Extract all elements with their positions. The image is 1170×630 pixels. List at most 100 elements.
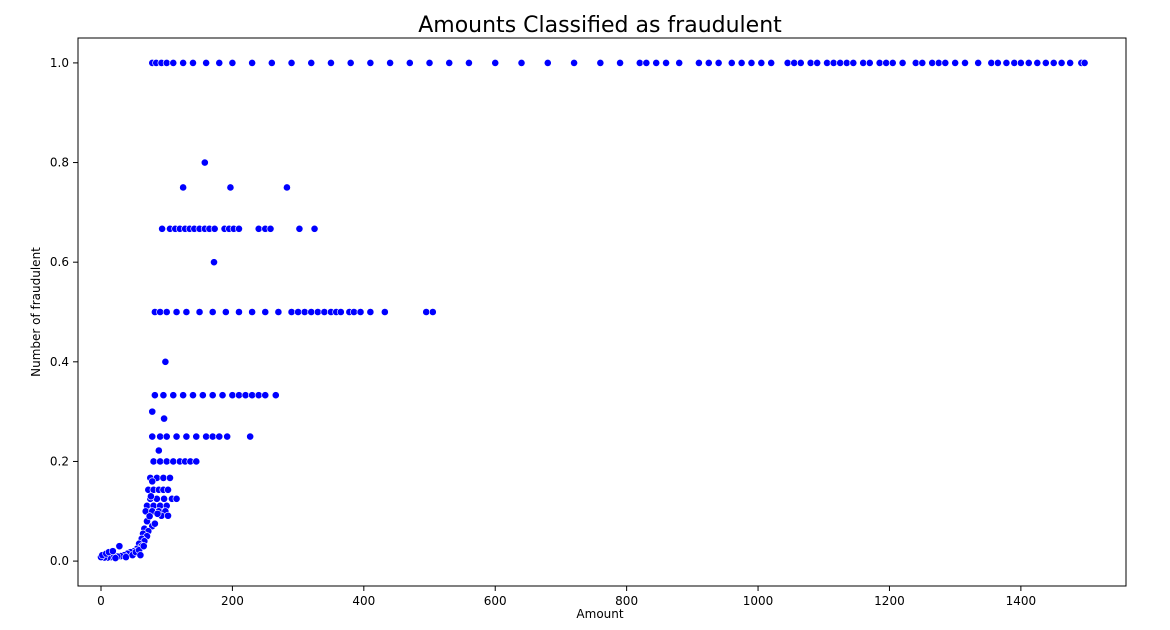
data-point: [310, 224, 319, 233]
data-point: [198, 391, 207, 400]
data-point: [248, 308, 257, 316]
data-point: [1033, 59, 1042, 67]
data-point: [172, 494, 181, 503]
data-point: [164, 511, 172, 520]
data-point: [366, 308, 375, 316]
data-point: [836, 59, 845, 67]
data-point: [695, 59, 703, 67]
data-point: [491, 59, 500, 67]
data-point: [336, 308, 345, 316]
data-point: [246, 432, 255, 441]
data-point: [445, 59, 454, 67]
data-point: [517, 59, 526, 67]
data-point: [652, 59, 661, 67]
data-point: [147, 492, 155, 501]
data-point: [267, 59, 276, 67]
data-point: [208, 308, 217, 316]
data-point: [295, 224, 304, 233]
data-point: [428, 308, 437, 316]
data-point: [635, 59, 644, 67]
data-point: [642, 59, 651, 67]
data-point: [248, 391, 257, 400]
data-point: [1041, 59, 1050, 67]
data-point: [192, 432, 201, 441]
y-tick-label: 1.0: [50, 56, 69, 70]
data-point: [813, 59, 822, 67]
data-point: [727, 59, 736, 67]
data-point: [616, 59, 624, 67]
x-tick-label: 400: [352, 594, 375, 608]
data-point: [875, 59, 884, 67]
data-point: [823, 59, 831, 67]
data-point: [150, 519, 159, 528]
data-point: [223, 432, 232, 441]
data-point: [159, 391, 168, 400]
data-point: [266, 224, 275, 233]
data-point: [210, 224, 219, 233]
data-point: [767, 59, 776, 67]
data-point: [156, 457, 165, 466]
data-point: [153, 509, 162, 518]
data-point: [675, 59, 684, 67]
x-axis-label: Amount: [576, 607, 623, 621]
data-point: [136, 551, 145, 560]
data-point: [1024, 59, 1033, 67]
chart-title: Amounts Classified as fraudulent: [418, 13, 782, 38]
data-point: [366, 59, 375, 67]
data-point: [928, 59, 937, 67]
data-point: [160, 494, 168, 503]
data-point: [356, 308, 365, 316]
data-point: [160, 414, 168, 423]
data-point: [108, 547, 117, 556]
data-point: [1002, 59, 1011, 67]
data-point: [150, 391, 159, 400]
data-point: [790, 59, 799, 67]
data-point: [714, 59, 723, 67]
data-point: [993, 59, 1002, 67]
data-point: [254, 224, 263, 233]
data-point: [261, 308, 270, 316]
data-point: [156, 308, 165, 316]
data-point: [283, 183, 291, 192]
data-point: [380, 308, 389, 316]
data-point: [737, 59, 746, 67]
data-point: [162, 308, 171, 316]
data-point: [241, 391, 250, 400]
data-point: [254, 391, 263, 400]
data-point: [1057, 59, 1066, 67]
data-point: [189, 59, 197, 67]
data-point: [829, 59, 838, 67]
data-point: [228, 391, 237, 400]
data-point: [350, 308, 358, 316]
x-tick-label: 200: [221, 594, 244, 608]
data-point: [882, 59, 891, 67]
data-point: [164, 485, 172, 494]
x-tick-label: 1400: [1006, 594, 1037, 608]
data-point: [662, 59, 670, 67]
data-point: [1016, 59, 1025, 67]
data-point: [757, 59, 766, 67]
data-point: [961, 59, 969, 67]
data-point: [806, 59, 815, 67]
x-tick-label: 1000: [743, 594, 774, 608]
data-point: [425, 59, 434, 67]
data-point: [849, 59, 858, 67]
data-point: [182, 308, 191, 316]
points-layer: [97, 59, 1089, 563]
data-point: [307, 308, 316, 316]
data-point: [162, 432, 171, 441]
x-tick-label: 0: [97, 594, 105, 608]
data-point: [918, 59, 927, 67]
data-point: [179, 59, 188, 67]
data-point: [189, 391, 197, 400]
data-point: [261, 391, 270, 400]
data-point: [987, 59, 996, 67]
data-point: [208, 432, 217, 441]
data-point: [218, 391, 227, 400]
data-point: [192, 457, 201, 466]
data-point: [215, 59, 224, 67]
y-tick-label: 0.4: [50, 355, 69, 369]
data-point: [148, 477, 157, 486]
data-point: [182, 432, 191, 441]
